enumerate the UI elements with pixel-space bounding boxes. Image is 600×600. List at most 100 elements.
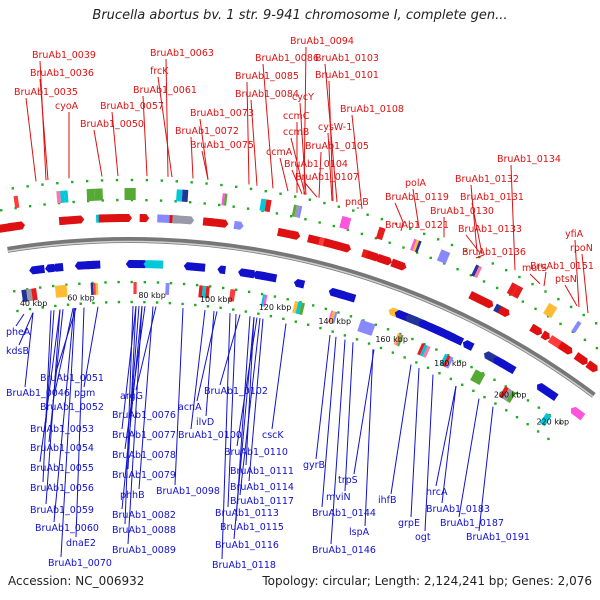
feature-block [498, 386, 517, 404]
feature-block [571, 320, 582, 334]
forward-gene-label: BruAb1_0103 [315, 53, 379, 64]
feature-segment [124, 187, 136, 201]
genome-summary: Topology: circular; Length: 2,124,241 bp… [262, 574, 592, 588]
tick-label: 60 kbp [67, 293, 95, 302]
forward-gene-label: BruAb1_0075 [190, 140, 254, 151]
reverse-gene [183, 262, 206, 272]
dot-ring-2 [537, 406, 541, 409]
forward-leader-line [574, 239, 580, 308]
feature-segment [264, 199, 272, 213]
forward-gene-arrow [233, 220, 244, 230]
feature-block [436, 249, 451, 265]
reverse-gene-label: BruAb1_0076 [112, 410, 176, 421]
forward-gene [497, 306, 510, 317]
feature-segment [165, 282, 170, 296]
forward-gene-label: BruAb1_0072 [175, 126, 239, 137]
feature-block [13, 195, 20, 209]
reverse-leader-line [245, 316, 255, 466]
dot-ring-2 [52, 284, 55, 288]
dot-ring-0 [71, 180, 74, 184]
dot-ring-3 [282, 317, 285, 321]
dot-ring-1 [28, 204, 32, 208]
feature-segment [90, 282, 94, 296]
dot-ring-1 [304, 218, 307, 221]
dot-ring-3 [54, 304, 57, 308]
dot-ring-2 [39, 286, 42, 289]
feature-block [56, 190, 69, 204]
dot-ring-1 [415, 251, 419, 254]
dot-ring-3 [28, 307, 32, 311]
reverse-gene-label: BruAb1_0183 [426, 504, 490, 515]
dot-ring-2 [411, 337, 414, 341]
forward-leader-line [262, 63, 274, 189]
dot-ring-0 [220, 183, 223, 187]
tick-label: 180 kbp [434, 359, 467, 368]
reverse-leader-line [435, 385, 457, 487]
forward-gene-arrow [98, 214, 124, 223]
feature-block [339, 215, 352, 230]
forward-gene-label: BruAb1_0085 [235, 71, 299, 82]
dot-ring-2 [349, 315, 353, 318]
feature-block [133, 282, 137, 295]
feature-segment [294, 205, 300, 218]
accession-label: Accession: NC_006932 [8, 574, 145, 588]
dot-ring-0 [279, 192, 282, 195]
dot-ring-2 [260, 292, 264, 296]
genome-backbone-highlight [7, 240, 594, 398]
feature-segment [410, 238, 417, 251]
forward-gene-arrow [333, 241, 352, 253]
feature-segment [412, 239, 420, 252]
reverse-gene [125, 259, 146, 269]
reverse-gene-label: BruAb1_0116 [215, 540, 279, 551]
reverse-gene-label: BruAb1_0070 [48, 558, 112, 569]
dot-ring-2 [195, 283, 199, 287]
reverse-leader-line [458, 398, 480, 518]
reverse-gene [143, 260, 164, 269]
feature-block [221, 193, 228, 206]
dot-ring-3 [472, 389, 475, 393]
forward-leader-line [290, 137, 306, 195]
dot-ring-1 [571, 330, 574, 333]
dot-ring-2 [386, 328, 390, 331]
feature-block [471, 264, 483, 279]
dot-ring-0 [531, 282, 534, 286]
dot-ring-3 [143, 300, 146, 304]
reverse-gene-label: BruAb1_0060 [35, 523, 99, 534]
forward-gene-arrow [365, 250, 380, 262]
forward-gene-label: BruAb1_0151 [530, 261, 594, 272]
feature-segment [395, 333, 402, 346]
reverse-gene-label: BruAb1_0117 [230, 496, 294, 507]
feature-segment [419, 344, 428, 357]
forward-gene-label: ccmB [283, 127, 309, 138]
dot-ring-3 [331, 330, 334, 333]
reverse-gene [498, 359, 517, 375]
reverse-gene-arrow [84, 260, 101, 270]
reverse-gene-arrow [293, 278, 306, 289]
feature-segment [260, 294, 266, 307]
feature-segment [228, 288, 236, 302]
dot-ring-1 [546, 315, 550, 318]
tick-label: 220 kbp [537, 417, 570, 426]
dot-ring-3 [257, 312, 260, 315]
dot-ring-0 [85, 179, 89, 183]
reverse-gene-label: hrcA [426, 487, 448, 498]
dot-ring-0 [293, 195, 297, 198]
tick-label: 160 kbp [375, 335, 408, 344]
dot-ring-3 [515, 415, 519, 419]
dot-ring-2 [515, 392, 519, 395]
forward-gene-label: BruAb1_0132 [455, 174, 519, 185]
reverse-leader-line [219, 314, 241, 386]
reverse-gene-label: pgm [74, 388, 95, 399]
dot-ring-1 [482, 280, 486, 283]
reverse-gene-label: gyrB [303, 460, 325, 471]
forward-leader-line [400, 221, 404, 232]
dot-ring-1 [116, 198, 119, 202]
feature-block [393, 333, 404, 347]
feature-segment [221, 193, 226, 206]
dot-ring-0 [557, 297, 560, 301]
dot-ring-0 [264, 189, 268, 193]
forward-gene-label: pncB [345, 197, 369, 208]
reverse-gene-arrow [217, 265, 226, 275]
dot-ring-1 [583, 338, 587, 342]
feature-block [90, 282, 99, 296]
